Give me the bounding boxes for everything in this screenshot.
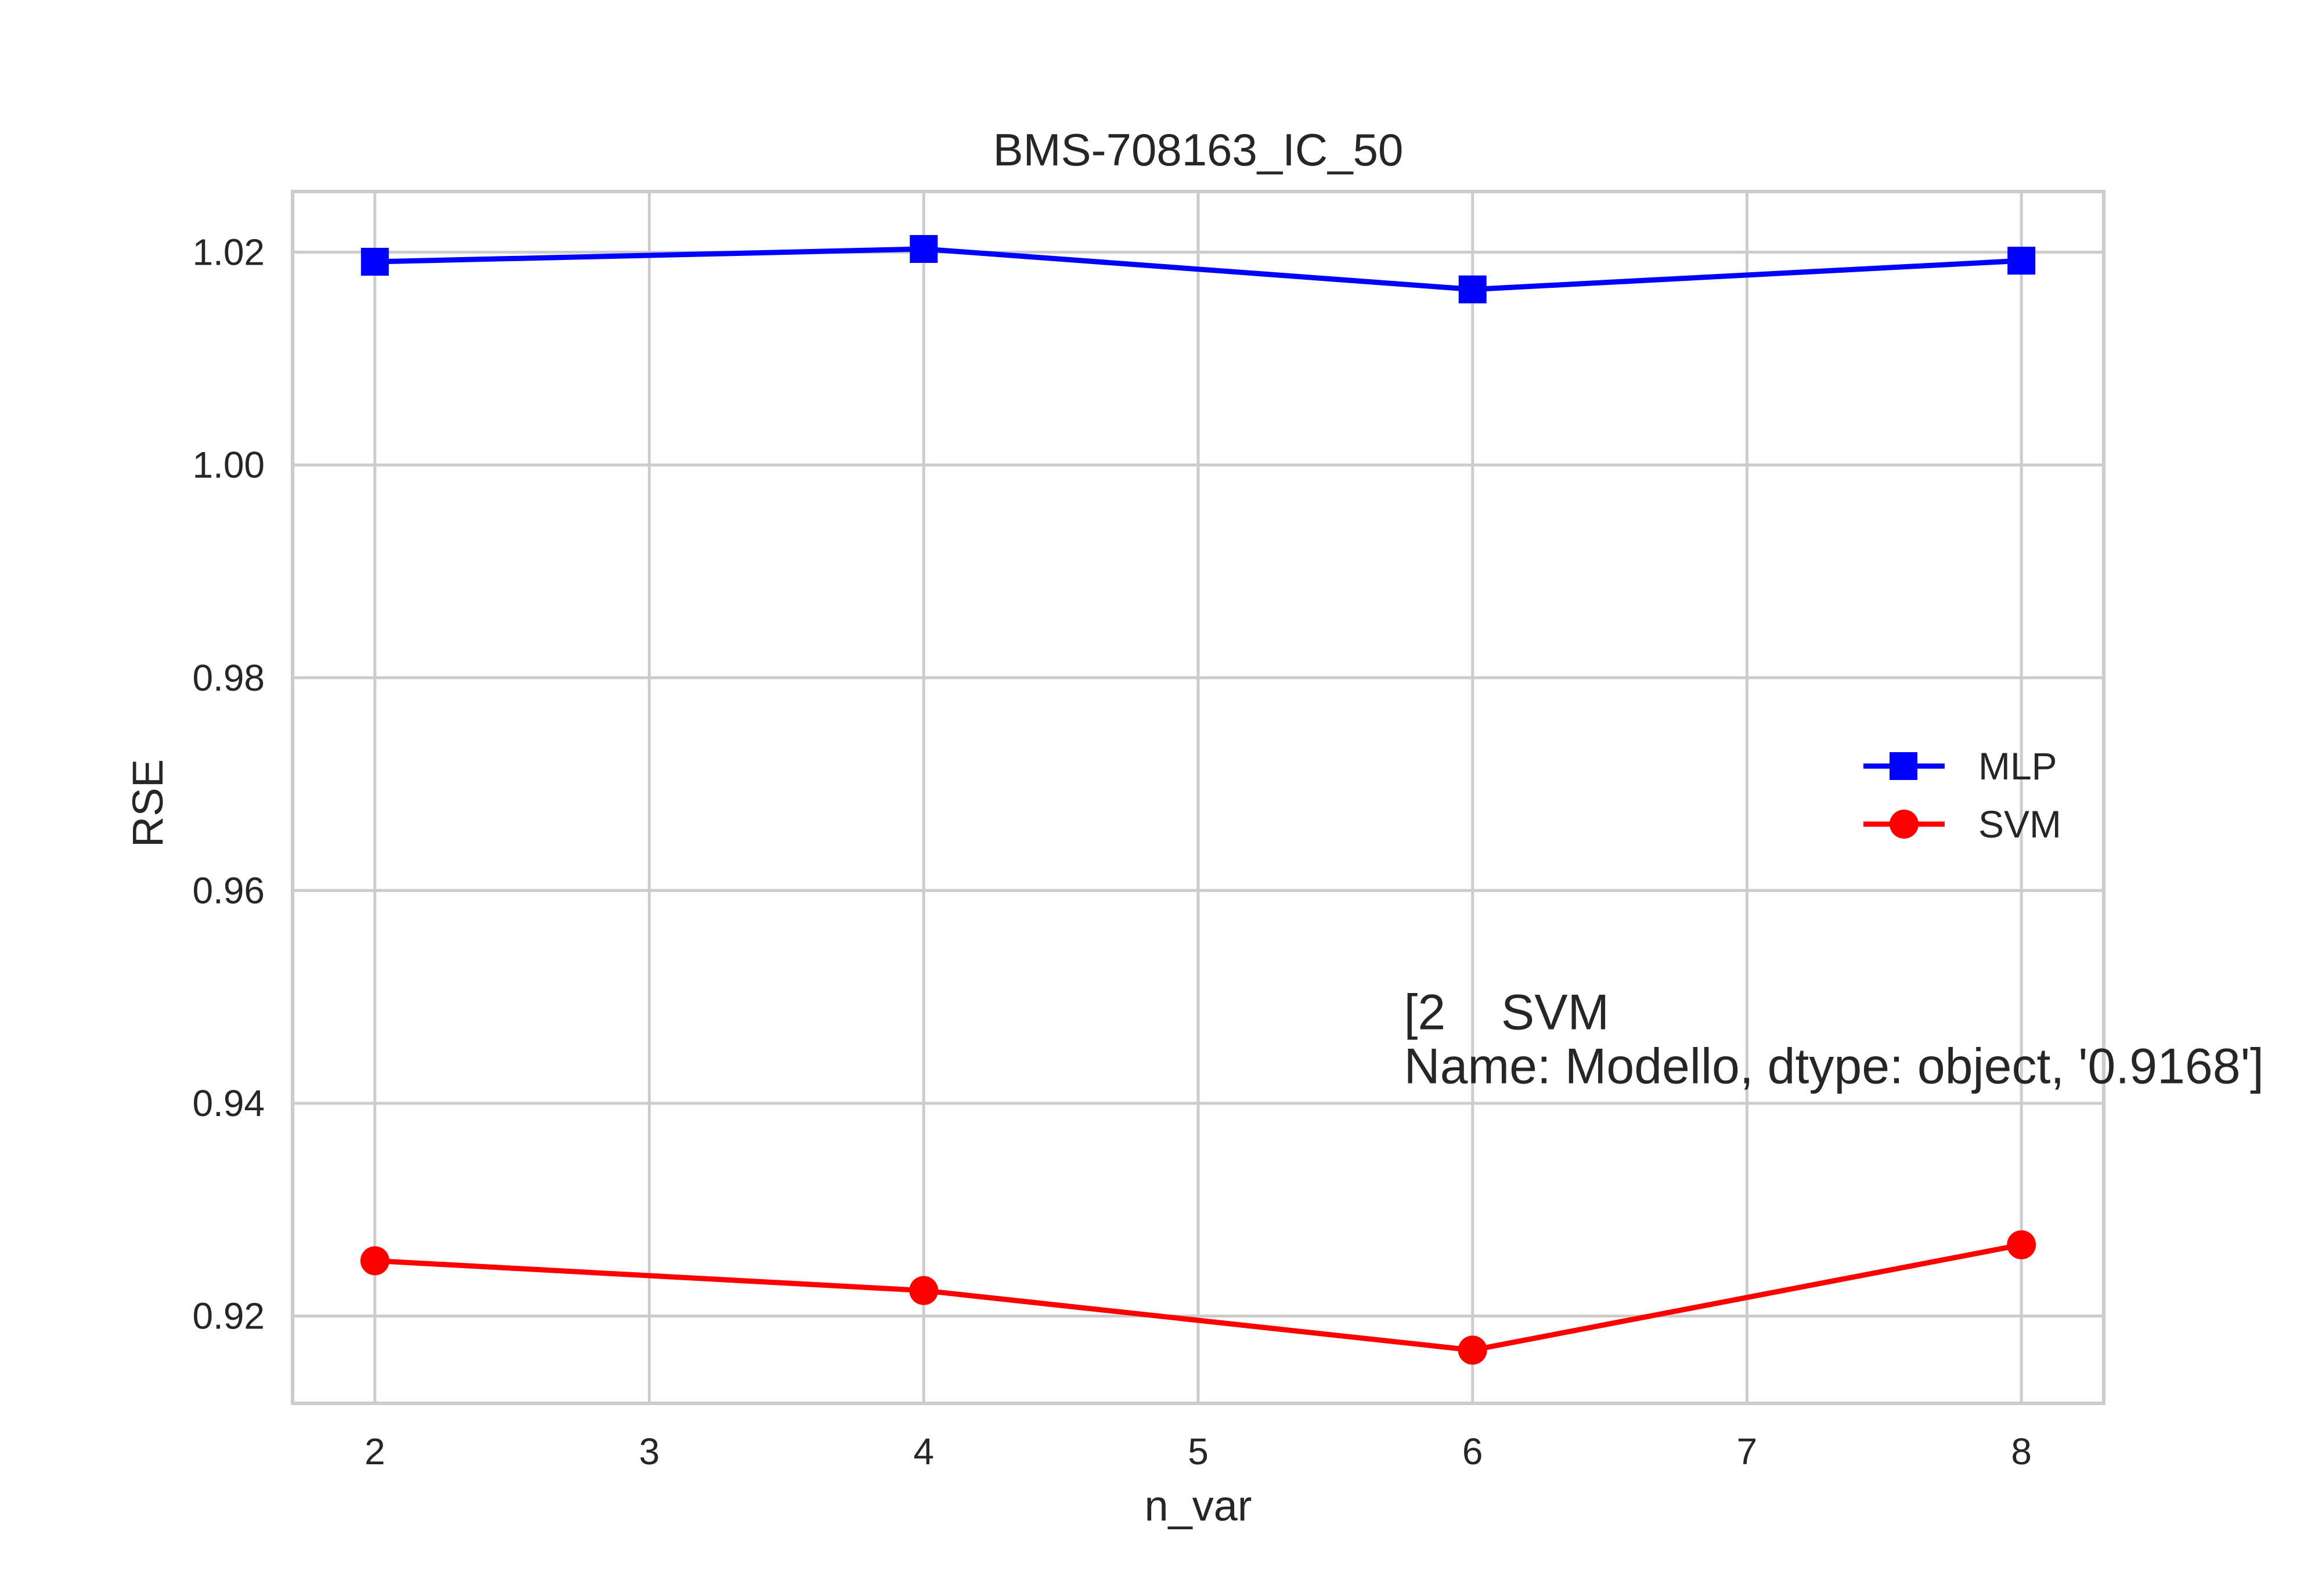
grid	[293, 192, 2104, 1403]
legend-circle-marker-icon	[1890, 810, 1919, 839]
annotation-line-2: Name: Modello, dtype: object, '0.9168']	[1404, 1039, 2264, 1095]
series-layer	[360, 234, 2036, 1365]
y-tick-label: 0.98	[192, 657, 265, 699]
x-tick-label: 2	[365, 1431, 385, 1472]
x-tick-label: 7	[1737, 1431, 1758, 1472]
data-point-mlp	[2007, 247, 2036, 275]
plot-frame	[291, 190, 2105, 1405]
legend-label-svm: SVM	[1978, 803, 2061, 846]
x-tick-label: 8	[2011, 1431, 2032, 1472]
x-tick-label: 3	[639, 1431, 660, 1472]
legend-entry-svm: SVM	[1863, 803, 2061, 846]
x-tick-labels: 2 3 4 5 6 7 8	[365, 1431, 2032, 1472]
x-tick-label: 4	[913, 1431, 934, 1472]
legend-label-mlp: MLP	[1978, 745, 2057, 788]
y-tick-label: 1.02	[192, 231, 265, 273]
annotation-line-1: [2 SVM	[1404, 985, 1610, 1041]
x-tick-label: 6	[1462, 1431, 1483, 1472]
data-point-mlp	[910, 234, 938, 263]
data-point-mlp	[360, 247, 389, 276]
x-axis-label: n_var	[1144, 1482, 1252, 1530]
legend-square-marker-icon	[1890, 752, 1917, 780]
series-line-svm	[374, 1242, 2022, 1353]
y-tick-label: 0.92	[192, 1295, 265, 1337]
annotation: [2 SVM Name: Modello, dtype: object, '0.…	[1404, 985, 2264, 1095]
y-tick-label: 0.96	[192, 869, 265, 911]
chart-title: BMS-708163_IC_50	[993, 124, 1404, 175]
data-point-svm	[1458, 1335, 1487, 1365]
y-tick-labels: 0.92 0.94 0.96 0.98 1.00 1.02	[192, 231, 265, 1337]
data-point-mlp	[1458, 275, 1487, 304]
y-tick-label: 1.00	[192, 444, 265, 486]
data-point-svm	[909, 1276, 939, 1305]
series-line-mlp	[374, 246, 2022, 293]
y-axis-label: RSE	[124, 759, 172, 847]
x-tick-label: 5	[1188, 1431, 1209, 1472]
series-svm	[360, 1230, 2036, 1365]
data-point-svm	[360, 1246, 390, 1276]
data-point-svm	[2007, 1230, 2036, 1259]
legend-entry-mlp: MLP	[1863, 745, 2057, 788]
series-mlp	[360, 234, 2036, 304]
legend: MLP SVM	[1863, 745, 2061, 846]
y-tick-label: 0.94	[192, 1082, 265, 1124]
